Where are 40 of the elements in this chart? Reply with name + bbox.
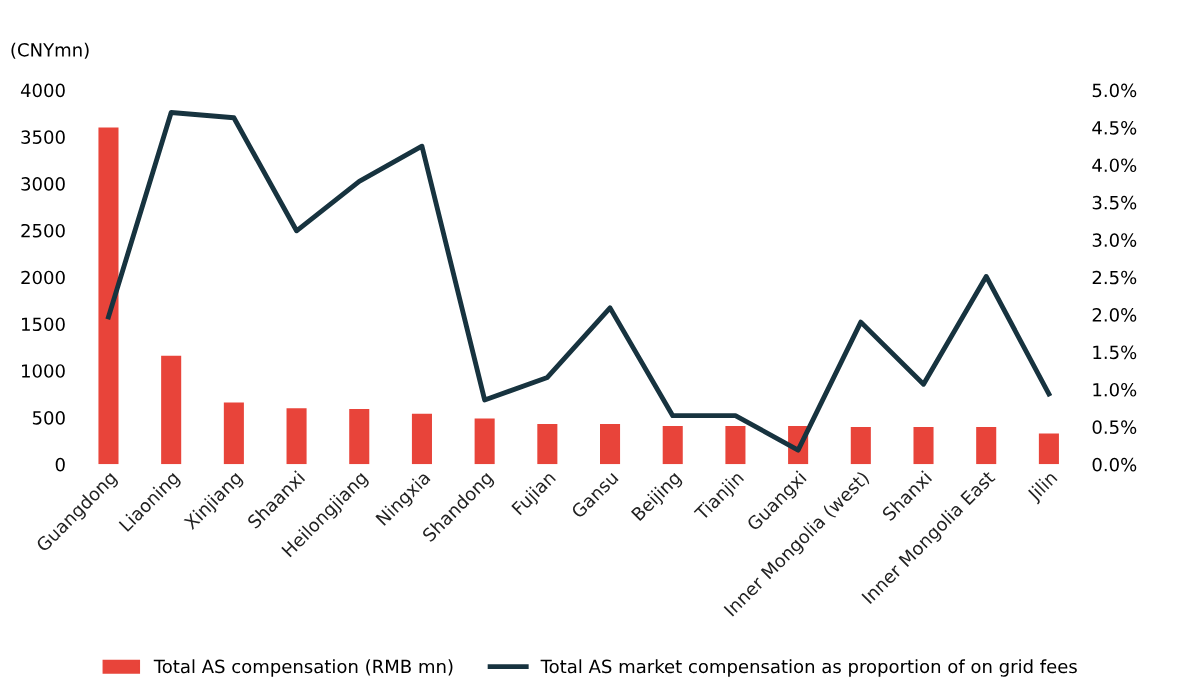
- bar: [976, 426, 997, 465]
- bar: [411, 413, 432, 465]
- bar: [161, 355, 182, 465]
- bar: [725, 425, 746, 465]
- bar: [662, 425, 683, 465]
- bar: [286, 408, 307, 465]
- y2-tick-label: 1.5%: [1093, 345, 1137, 360]
- bar: [600, 424, 621, 465]
- line-series: [106, 110, 1052, 453]
- bar: [913, 426, 934, 465]
- bar: [474, 418, 495, 465]
- y2-tick-label: 5.0%: [1092, 83, 1137, 98]
- legend-label: Total AS market compensation as proportion of on grid fees: [540, 659, 1077, 677]
- bar: [349, 409, 370, 465]
- x-tick-label: Jilin: [1025, 470, 1061, 505]
- y-tick-label: 3000: [21, 177, 65, 191]
- y-tick-label: 0: [55, 457, 65, 472]
- y-tick-label: 500: [32, 410, 65, 425]
- bar: [850, 426, 871, 465]
- bar: [223, 402, 244, 465]
- y2-tick-label: 0.0%: [1092, 457, 1137, 472]
- y-tick-label: 3500: [21, 130, 65, 144]
- legend-label: Total AS compensation (RMB mn): [153, 659, 453, 677]
- y-axis-title: (CNYmn): [11, 42, 89, 59]
- y-tick-label: 2500: [21, 223, 65, 238]
- bar: [1038, 433, 1059, 465]
- y2-tick-label: 1.0%: [1093, 382, 1137, 397]
- y2-tick-label: 2.0%: [1092, 308, 1137, 322]
- y2-tick-label: 0.5%: [1092, 420, 1137, 434]
- y2-tick-label: 3.5%: [1092, 195, 1137, 210]
- y2-tick-label: 2.5%: [1092, 270, 1137, 285]
- y-tick-label: 2000: [21, 270, 65, 285]
- y2-tick-label: 4.0%: [1092, 158, 1137, 173]
- y2-tick-label: 3.0%: [1092, 233, 1137, 247]
- y-tick-label: 1500: [22, 317, 65, 332]
- y-tick-label: 4000: [20, 83, 65, 98]
- bar: [537, 424, 558, 465]
- bar: [98, 127, 119, 465]
- y2-tick-label: 4.5%: [1092, 120, 1137, 135]
- y-tick-label: 1000: [22, 364, 65, 378]
